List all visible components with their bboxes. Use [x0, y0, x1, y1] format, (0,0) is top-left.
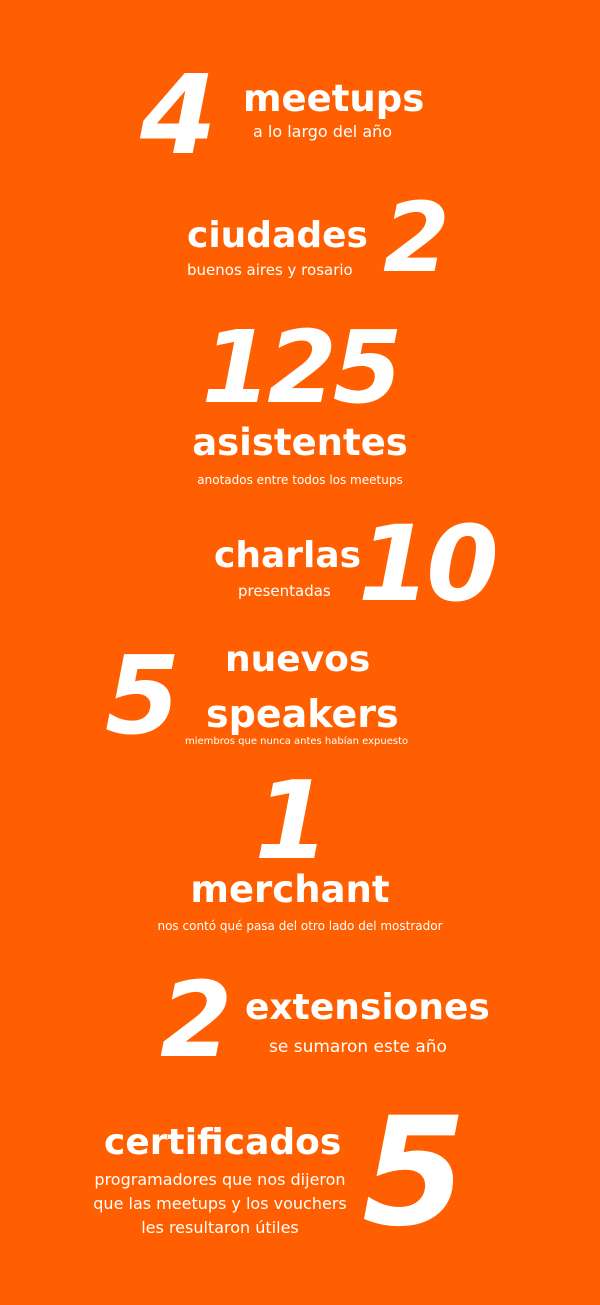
- merchant-description: nos contó qué pasa del otro lado del mos…: [157, 919, 443, 933]
- extensiones-number: 2: [160, 959, 232, 1081]
- ciudades-number: 2: [383, 182, 450, 294]
- meetups-label: meetups: [243, 77, 425, 120]
- meetups-description: a lo largo del año: [253, 122, 393, 141]
- speakers-label-line1: nuevos: [225, 639, 371, 680]
- certificados-description-line2: que las meetups y los vouchers: [93, 1194, 347, 1213]
- extensiones-label: extensiones: [245, 987, 490, 1028]
- speakers-description: miembros que nunca antes habían expuesto: [185, 736, 409, 747]
- certificados-number: 5: [362, 1086, 466, 1260]
- speakers-label-line2: speakers: [206, 692, 399, 736]
- meetups-number: 4: [140, 51, 217, 179]
- certificados-description-line1: programadores que nos dijeron: [94, 1170, 346, 1189]
- asistentes-description: anotados entre todos los meetups: [197, 473, 403, 487]
- speakers-number: 5: [105, 634, 180, 759]
- charlas-number: 10: [358, 503, 499, 625]
- charlas-description: presentadas: [238, 582, 331, 600]
- ciudades-description: buenos aires y rosario: [187, 261, 353, 279]
- certificados-label: certificados: [104, 1122, 342, 1163]
- asistentes-number: 125: [201, 309, 403, 426]
- charlas-label: charlas: [214, 535, 362, 576]
- certificados-description-line3: les resultaron útiles: [141, 1218, 299, 1237]
- extensiones-description: se sumaron este año: [269, 1037, 447, 1057]
- merchant-number: 1: [254, 759, 329, 884]
- asistentes-label: asistentes: [192, 421, 408, 464]
- ciudades-label: ciudades: [187, 215, 368, 256]
- merchant-label: merchant: [190, 868, 390, 911]
